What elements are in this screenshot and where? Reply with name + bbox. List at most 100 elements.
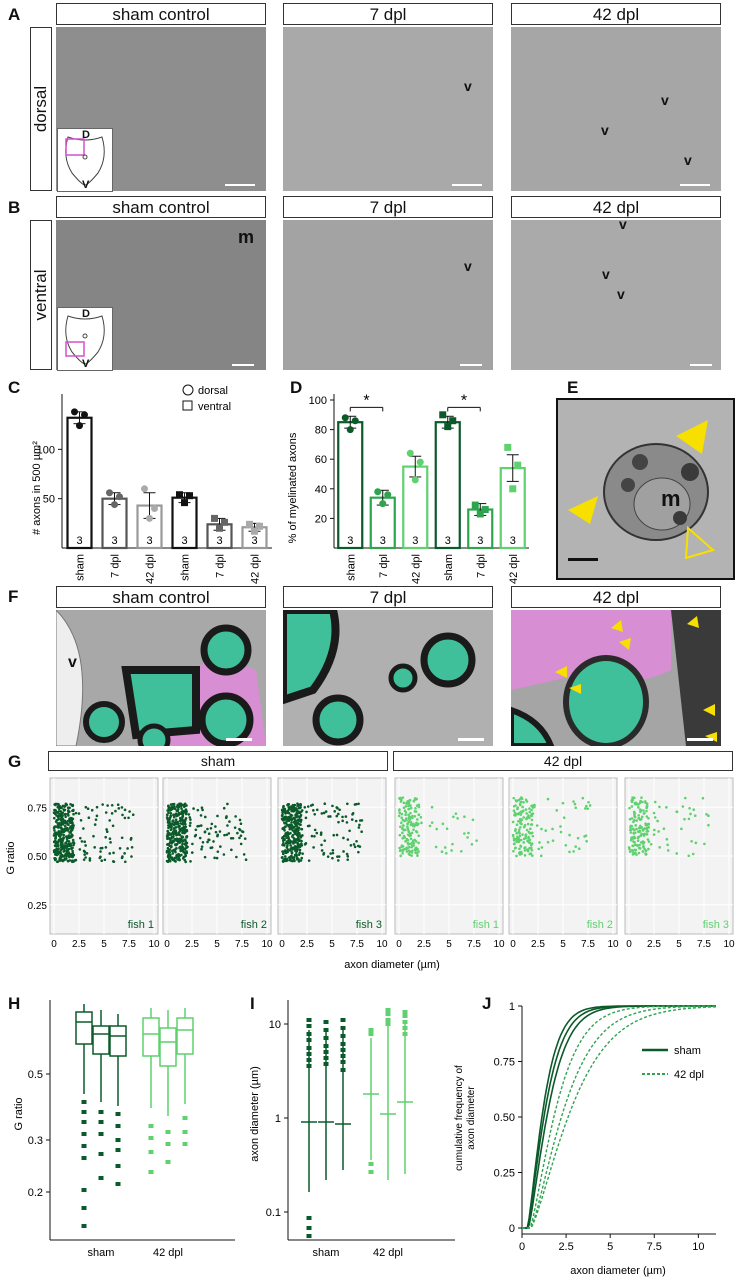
- data-point: [241, 830, 244, 833]
- data-point: [675, 810, 678, 814]
- data-point: [530, 814, 534, 818]
- header-42dpl-f: 42 dpl: [511, 586, 721, 608]
- data-point: [238, 818, 242, 822]
- data-point: [194, 828, 198, 832]
- data-point: [417, 813, 421, 817]
- data-point: [481, 506, 489, 514]
- data-point: [206, 827, 209, 831]
- data-point: [329, 852, 332, 855]
- data-point: [309, 804, 313, 807]
- row-label-ventral: ventral: [30, 220, 52, 370]
- significance-star: *: [363, 392, 369, 409]
- data-point: [63, 847, 66, 851]
- data-point: [407, 852, 411, 856]
- data-point: [320, 849, 324, 852]
- data-point: [216, 833, 220, 837]
- data-point: [62, 833, 66, 837]
- data-point: [116, 493, 123, 501]
- data-point: [646, 838, 650, 841]
- data-point: [64, 815, 67, 819]
- data-point: [331, 851, 335, 855]
- data-point: [192, 807, 195, 810]
- data-point: [527, 835, 530, 839]
- data-point: [470, 842, 474, 846]
- inset-label-v-ventral: V: [82, 358, 90, 370]
- data-point: [522, 841, 526, 844]
- data-point: [183, 855, 186, 859]
- data-point: [53, 811, 56, 815]
- data-point: [180, 845, 184, 849]
- data-point: [131, 813, 135, 817]
- data-point: [522, 800, 525, 804]
- data-point: [177, 824, 181, 828]
- data-point: [412, 828, 415, 831]
- data-point: [443, 846, 447, 849]
- outlier: [368, 1170, 374, 1174]
- data-point: [53, 809, 57, 812]
- data-point: [283, 818, 287, 821]
- data-point: [513, 846, 517, 850]
- data-point: [445, 827, 449, 830]
- data-point: [331, 856, 334, 860]
- outlier: [148, 1124, 154, 1128]
- data-point: [291, 846, 295, 850]
- y-tick-label: 0.25: [494, 1168, 515, 1180]
- data-point: [294, 824, 297, 828]
- data-point: [82, 827, 85, 830]
- outlier: [165, 1130, 171, 1134]
- n-label: 3: [181, 535, 187, 547]
- data-point: [184, 812, 188, 816]
- outlier: [115, 1138, 121, 1142]
- data-point: [345, 821, 349, 824]
- data-point: [285, 836, 288, 839]
- data-point: [66, 812, 70, 816]
- panel-letter-f: F: [8, 587, 19, 606]
- data-point: [61, 814, 64, 817]
- data-point: [658, 805, 661, 809]
- y-tick-label: 1: [509, 1001, 515, 1013]
- data-point: [359, 819, 362, 822]
- data-point: [640, 796, 643, 799]
- data-point: [414, 807, 417, 810]
- data-point: [281, 860, 285, 863]
- data-point: [408, 818, 411, 821]
- data-point: [515, 823, 519, 826]
- cdf-line-sham: [522, 1005, 716, 1229]
- data-point: [299, 803, 302, 807]
- data-point: [207, 832, 211, 836]
- data-point: [407, 801, 411, 805]
- data-point: [449, 417, 457, 425]
- data-point: [66, 809, 70, 813]
- data-point: [403, 847, 406, 851]
- data-point: [326, 855, 330, 858]
- data-point: [184, 844, 188, 847]
- data-point: [178, 833, 182, 837]
- vessel-mark: v: [684, 152, 692, 168]
- data-point: [55, 825, 59, 829]
- outlier: [402, 1014, 408, 1018]
- data-point: [213, 856, 216, 860]
- data-point: [296, 841, 299, 845]
- data-point: [65, 821, 68, 824]
- x-tick-label: 7 dpl: [110, 554, 122, 578]
- data-point: [105, 830, 109, 833]
- data-point: [93, 846, 96, 849]
- data-point: [286, 809, 290, 813]
- x-group-label: 42 dpl: [153, 1247, 183, 1259]
- data-point: [283, 849, 286, 853]
- data-point: [632, 840, 635, 843]
- data-point: [323, 802, 327, 806]
- data-point: [85, 852, 89, 855]
- data-point: [78, 836, 82, 840]
- data-point: [312, 809, 315, 812]
- fish-label: fish 1: [473, 919, 499, 931]
- data-point: [687, 817, 691, 821]
- data-point: [212, 840, 215, 843]
- vessel-mark: v: [68, 654, 77, 671]
- data-point: [289, 847, 293, 850]
- data-point: [297, 810, 300, 813]
- data-point: [530, 823, 534, 826]
- data-point: [288, 858, 291, 862]
- data-point: [130, 845, 134, 849]
- em-ventral-42dpl: [511, 220, 721, 370]
